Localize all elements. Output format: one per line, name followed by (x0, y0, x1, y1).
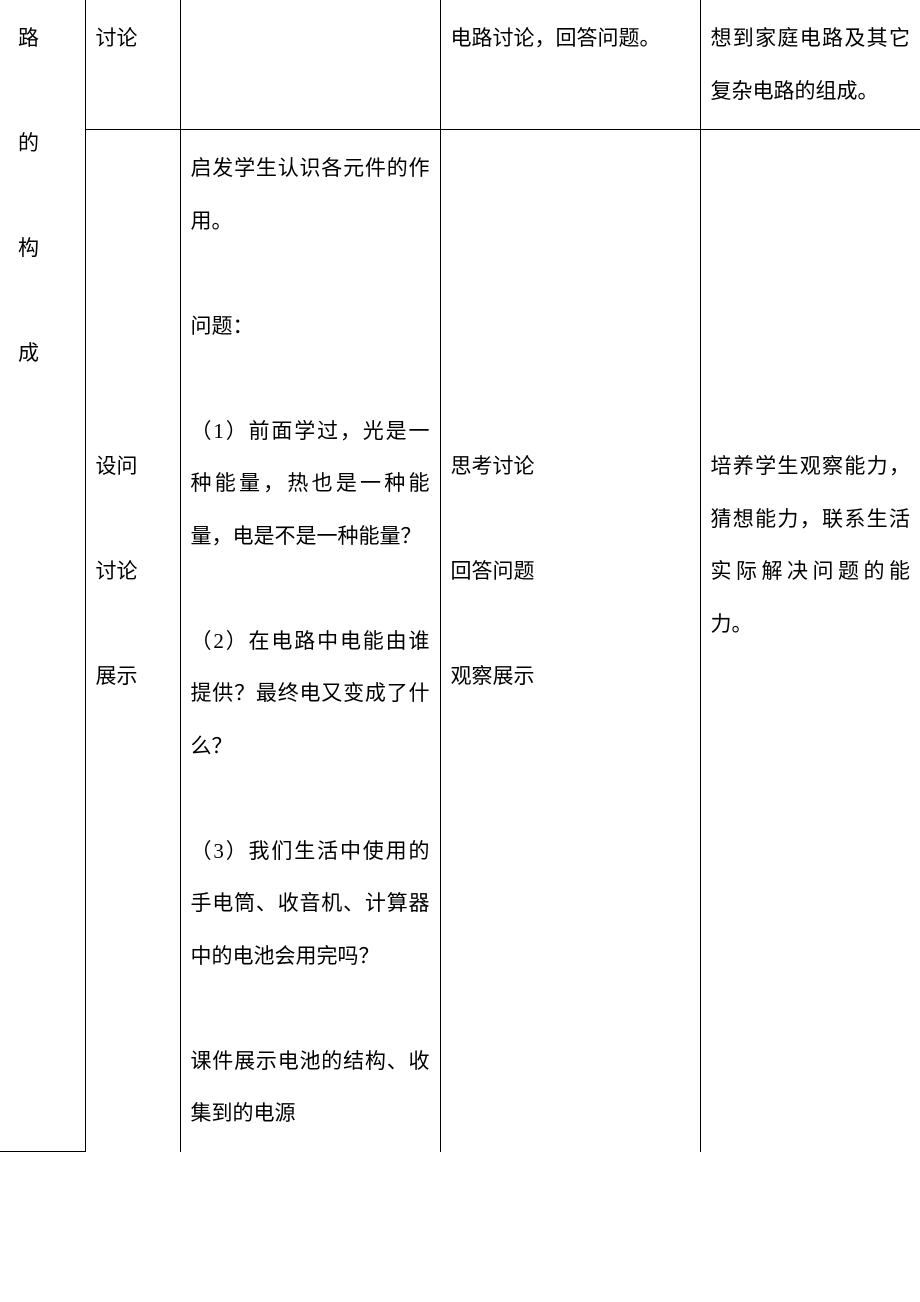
cell-student-activity: 思考讨论 回答问题 观察展示 (440, 130, 700, 1152)
cell-teacher-activity (180, 0, 440, 130)
section-char: 路 (18, 12, 75, 65)
student-line: 观察展示 (451, 650, 690, 703)
lesson-plan-table-container: 路 的 构 成 讨论 电路讨论，回答问题。 想到家庭电路及其它复杂电路的组成。 (0, 0, 920, 1152)
student-spacer (451, 598, 690, 651)
table-row: 设问 讨论 展示 启发学生认识各元件的作用。 问题： （1）前面学过，光是一种能… (0, 130, 920, 1152)
cell-student-activity: 电路讨论，回答问题。 (440, 0, 700, 130)
activity-para: 启发学生认识各元件的作用。 (191, 142, 430, 247)
lesson-plan-table: 路 的 构 成 讨论 电路讨论，回答问题。 想到家庭电路及其它复杂电路的组成。 (0, 0, 920, 1152)
activity-para: 课件展示电池的结构、收集到的电源 (191, 1035, 430, 1140)
section-char: 的 (18, 117, 75, 170)
section-char: 构 (18, 222, 75, 275)
table-row: 路 的 构 成 讨论 电路讨论，回答问题。 想到家庭电路及其它复杂电路的组成。 (0, 0, 920, 130)
cell-method: 讨论 (85, 0, 180, 130)
student-spacer (451, 493, 690, 546)
student-text: 电路讨论，回答问题。 (451, 26, 661, 50)
cell-section-title: 路 的 构 成 (0, 0, 85, 1152)
method-spacer (96, 598, 170, 651)
activity-para: （3）我们生活中使用的手电筒、收音机、计算器中的电池会用完吗？ (191, 825, 430, 983)
purpose-text: 培养学生观察能力，猜想能力，联系生活实际解决问题的能力。 (711, 454, 911, 636)
method-line: 设问 (96, 440, 170, 493)
para-spacer (191, 247, 430, 300)
purpose-text: 想到家庭电路及其它复杂电路的组成。 (711, 26, 911, 103)
activity-para: （2）在电路中电能由谁提供？最终电又变成了什么？ (191, 615, 430, 773)
para-spacer (191, 562, 430, 615)
activity-para: 问题： (191, 300, 430, 353)
student-line: 回答问题 (451, 545, 690, 598)
cell-purpose: 培养学生观察能力，猜想能力，联系生活实际解决问题的能力。 (700, 130, 920, 1152)
cell-teacher-activity: 启发学生认识各元件的作用。 问题： （1）前面学过，光是一种能量，热也是一种能量… (180, 130, 440, 1152)
para-spacer (191, 352, 430, 405)
method-line: 讨论 (96, 545, 170, 598)
student-line: 思考讨论 (451, 440, 690, 493)
activity-para: （1）前面学过，光是一种能量，热也是一种能量，电是不是一种能量？ (191, 405, 430, 563)
section-spacer (18, 275, 75, 328)
section-spacer (18, 170, 75, 223)
method-text: 讨论 (96, 26, 138, 50)
method-spacer (96, 493, 170, 546)
section-spacer (18, 65, 75, 118)
method-line: 展示 (96, 650, 170, 703)
cell-purpose: 想到家庭电路及其它复杂电路的组成。 (700, 0, 920, 130)
cell-method: 设问 讨论 展示 (85, 130, 180, 1152)
section-char: 成 (18, 327, 75, 380)
para-spacer (191, 982, 430, 1035)
para-spacer (191, 772, 430, 825)
